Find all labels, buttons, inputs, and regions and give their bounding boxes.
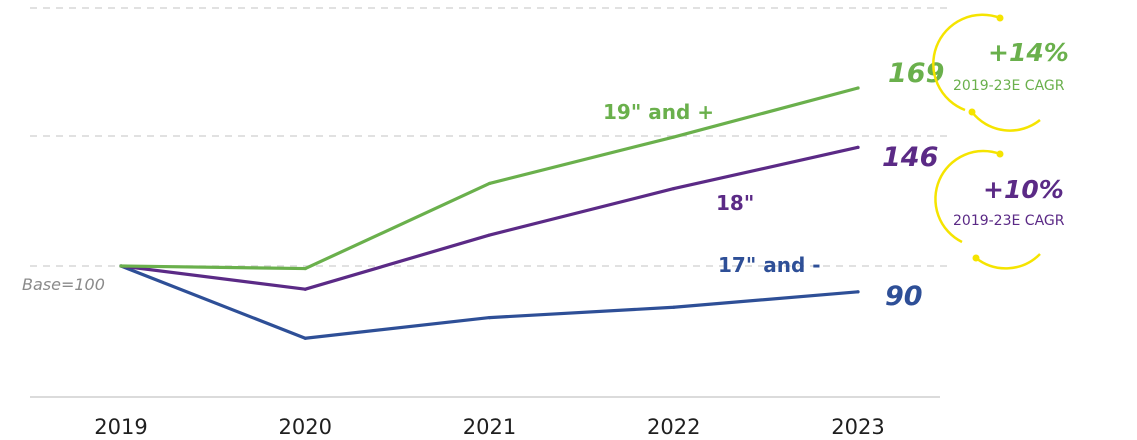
cagr-arc-bottom (934, 149, 1001, 244)
end-value-19-and-plus: 169 (888, 58, 944, 89)
data-point (487, 315, 492, 320)
cagr-arc-top (932, 13, 1001, 112)
x-tick-labels: 2019 2020 2021 2022 2023 (94, 415, 884, 439)
end-value-17-and-minus: 90 (885, 281, 923, 312)
x-tick-label: 2019 (94, 415, 147, 439)
end-value-18: 146 (882, 142, 938, 173)
x-tick-label: 2020 (279, 415, 332, 439)
data-point (856, 145, 860, 149)
data-point (672, 305, 676, 309)
cagr-dot-top (996, 14, 1004, 22)
data-point (487, 233, 492, 237)
x-tick-label: 2021 (463, 415, 516, 439)
cagr-arc-top-bottom (971, 111, 1041, 132)
data-point (303, 336, 307, 340)
data-point (856, 86, 860, 90)
series-label-18: 18" (716, 191, 754, 215)
data-point (303, 287, 307, 291)
cagr-dot-bottom (996, 150, 1004, 158)
cagr-value-top: +14% (988, 38, 1069, 67)
data-point (856, 290, 860, 294)
cagr-badge-top: +14% 2019-23E CAGR (932, 13, 1069, 132)
base-label: Base=100 (22, 275, 105, 294)
cagr-dot-top-2 (968, 108, 976, 116)
series-line (119, 86, 860, 271)
series-label-17-and-minus: 17" and - (718, 253, 821, 277)
data-point (303, 266, 307, 271)
data-point (672, 187, 676, 191)
cagr-dot-bottom-2 (972, 254, 980, 262)
series-lines (119, 86, 860, 340)
cagr-arc-bottom-bottom (975, 253, 1041, 270)
data-point (119, 264, 123, 268)
gridlines (30, 7, 950, 267)
series-label-19-and-plus: 19" and + (603, 100, 714, 124)
data-point (487, 181, 492, 186)
cagr-label-top: 2019-23E CAGR (953, 78, 1065, 94)
x-tick-label: 2022 (647, 415, 700, 439)
cagr-badge-bottom: +10% 2019-23E CAGR (934, 149, 1065, 270)
cagr-value-bottom: +10% (983, 175, 1064, 204)
cagr-label-bottom: 2019-23E CAGR (953, 213, 1065, 229)
x-tick-label: 2023 (831, 415, 884, 439)
data-point (672, 135, 676, 139)
